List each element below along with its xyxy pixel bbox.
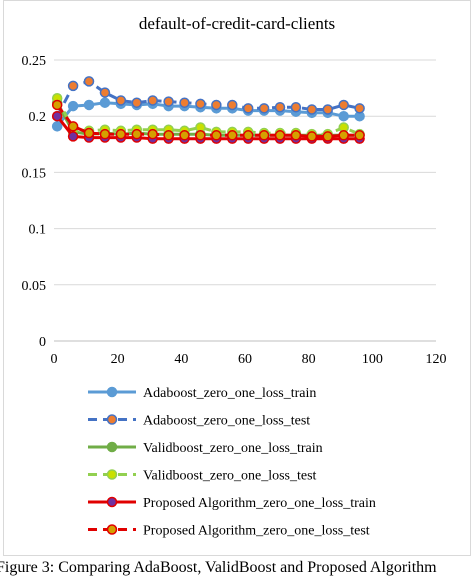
legend-swatch-marker — [106, 441, 118, 453]
data-point — [274, 101, 286, 113]
data-point — [163, 130, 174, 141]
data-point — [306, 131, 318, 142]
legend-label: Adaboost_zero_one_loss_test — [143, 414, 310, 429]
legend-swatch-marker — [106, 524, 118, 535]
data-point — [195, 98, 206, 110]
data-point — [147, 95, 158, 106]
data-point — [306, 104, 318, 115]
legend-label: Proposed Algorithm_zero_one_loss_test — [143, 524, 370, 539]
data-point — [99, 97, 111, 108]
figure-caption: Figure 3: Comparing AdaBoost, ValidBoost… — [0, 559, 437, 576]
chart-title: default-of-credit-card-clients — [138, 14, 336, 33]
data-point — [115, 95, 127, 106]
data-point — [115, 128, 127, 140]
data-point — [67, 100, 79, 112]
data-point — [258, 103, 270, 114]
data-point — [338, 99, 349, 111]
data-point — [258, 130, 270, 141]
data-point — [67, 121, 79, 132]
legend-swatch-marker — [106, 469, 118, 480]
data-point — [211, 99, 222, 111]
data-point — [163, 96, 174, 107]
y-tick-label: 0.1 — [29, 223, 47, 238]
x-tick-label: 60 — [238, 352, 252, 367]
data-point — [67, 80, 79, 92]
chart-frame — [3, 0, 471, 556]
legend-swatch-marker — [106, 496, 118, 508]
data-point — [99, 128, 111, 140]
data-point — [83, 76, 95, 87]
x-tick-label: 80 — [302, 352, 316, 367]
data-point — [211, 130, 222, 141]
data-point — [322, 131, 334, 142]
x-tick-label: 20 — [111, 352, 125, 367]
data-point — [338, 110, 349, 122]
y-tick-label: 0.25 — [22, 54, 47, 69]
legend-label: Validboost_zero_one_loss_test — [143, 469, 317, 484]
data-point — [51, 121, 63, 132]
data-point — [195, 130, 206, 141]
data-point — [131, 128, 143, 140]
data-point — [51, 110, 63, 122]
legend-label: Validboost_zero_one_loss_train — [143, 441, 323, 456]
data-point — [83, 99, 95, 111]
data-point — [227, 99, 238, 111]
data-point — [242, 103, 254, 114]
data-point — [338, 130, 349, 141]
y-tick-label: 0.15 — [22, 166, 47, 181]
data-point — [147, 128, 158, 140]
data-point — [227, 130, 238, 141]
x-tick-label: 40 — [174, 352, 188, 367]
legend-swatch-marker — [106, 386, 118, 398]
data-point — [179, 97, 190, 108]
legend-label: Proposed Algorithm_zero_one_loss_train — [143, 496, 376, 511]
data-point — [290, 130, 302, 141]
x-tick-label: 120 — [426, 352, 447, 367]
y-tick-label: 0.2 — [29, 110, 47, 125]
data-point — [242, 130, 254, 141]
legend-swatch-marker — [106, 414, 118, 425]
data-point — [83, 127, 95, 139]
data-point — [354, 103, 365, 114]
legend-label: Adaboost_zero_one_loss_train — [143, 386, 316, 401]
data-point — [99, 87, 111, 98]
data-point — [67, 131, 79, 142]
data-point — [290, 101, 302, 113]
data-point — [354, 130, 365, 141]
data-point — [131, 97, 143, 108]
line-chart: 0 0.05 0.1 0.15 0.2 0.25 0 20 40 60 80 100 120 Adaboo… — [22, 54, 447, 539]
data-point — [51, 99, 63, 111]
y-tick-label: 0.05 — [22, 279, 47, 294]
data-point — [322, 104, 334, 115]
data-point — [179, 130, 190, 141]
y-tick-label: 0 — [39, 335, 46, 350]
x-tick-label: 0 — [51, 352, 58, 367]
x-tick-label: 100 — [362, 352, 383, 367]
data-point — [274, 130, 286, 141]
